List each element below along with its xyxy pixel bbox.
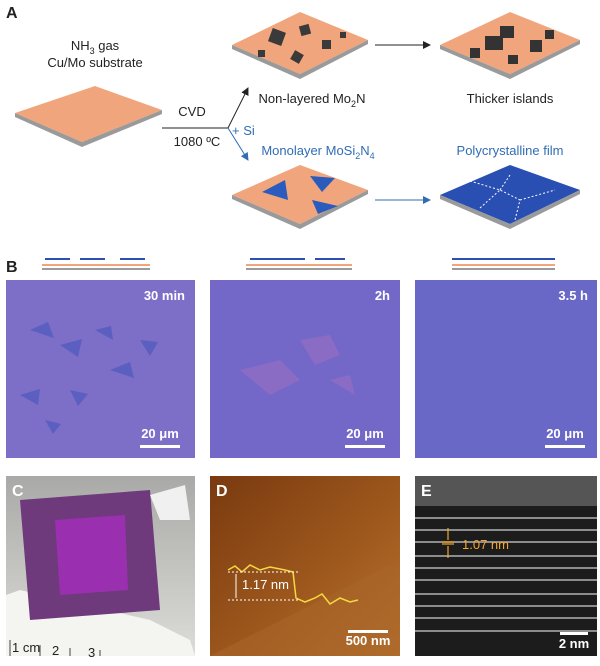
shape xyxy=(232,40,368,79)
substrate-islands xyxy=(232,12,368,79)
shape xyxy=(310,176,335,192)
shape xyxy=(545,30,554,39)
ruler-label: 3 xyxy=(88,645,95,660)
text-part: N xyxy=(356,91,365,106)
panel-label: D xyxy=(216,483,228,500)
text-part: Monolayer MoSi xyxy=(261,143,355,158)
shape xyxy=(500,26,514,38)
micrograph xyxy=(6,280,195,458)
shape xyxy=(485,36,503,50)
scale-label: 2 nm xyxy=(559,636,589,651)
scale-bar xyxy=(560,632,588,635)
shape xyxy=(240,335,355,395)
scale-bar xyxy=(348,630,388,633)
micrograph xyxy=(415,280,597,458)
scale-label: 500 nm xyxy=(346,633,391,648)
ruler-label: 1 cm xyxy=(12,640,40,655)
text-part: NH xyxy=(71,38,90,53)
photo xyxy=(6,476,195,656)
substrate-label: Cu/Mo substrate xyxy=(47,55,142,70)
shape xyxy=(232,165,368,224)
shape xyxy=(258,50,265,57)
shape xyxy=(15,110,162,147)
text-part: 2 xyxy=(351,99,356,109)
scale-bar xyxy=(140,445,180,448)
shape xyxy=(440,165,580,224)
height-label: 1.17 nm xyxy=(242,577,289,592)
shape xyxy=(15,86,162,142)
substrate-triangles xyxy=(232,165,368,229)
shape xyxy=(268,28,286,46)
shape xyxy=(150,485,190,520)
shape xyxy=(298,23,312,37)
substrate-thick-islands xyxy=(440,12,580,79)
text-part: 4 xyxy=(370,151,375,161)
product-label: Monolayer MoSi2N4 xyxy=(261,143,374,161)
shape xyxy=(340,32,346,38)
panel-label: A xyxy=(6,5,18,22)
result-label: Thicker islands xyxy=(467,91,554,106)
panel-label: E xyxy=(421,483,432,500)
shape xyxy=(55,515,128,595)
panel-label: B xyxy=(6,259,18,276)
shape xyxy=(508,55,518,64)
si-label: + Si xyxy=(232,123,255,138)
micrograph xyxy=(210,280,400,458)
arrow xyxy=(227,127,249,161)
shape xyxy=(227,564,359,605)
shape xyxy=(232,190,368,229)
product-label: Non-layered Mo2N xyxy=(259,91,366,109)
ruler-label: 2 xyxy=(52,643,59,658)
shape xyxy=(415,476,597,506)
scale-label: 20 μm xyxy=(546,426,584,441)
cvd-label: CVD xyxy=(178,104,205,119)
substrate-film xyxy=(440,165,580,229)
shape xyxy=(440,40,580,79)
arrow xyxy=(227,87,249,129)
time-label: 3.5 h xyxy=(558,288,588,303)
tem-image xyxy=(415,476,597,656)
spacing-label: 1.07 nm xyxy=(462,537,509,552)
shape xyxy=(415,517,597,632)
text-part: N xyxy=(360,143,369,158)
shape xyxy=(290,50,304,64)
substrate xyxy=(15,86,162,147)
scale-label: 20 μm xyxy=(141,426,179,441)
gas-label: NH3 gas xyxy=(71,38,120,56)
afm-image xyxy=(210,476,400,656)
shape xyxy=(312,200,338,214)
time-label: 2h xyxy=(375,288,390,303)
text-part: Non-layered Mo xyxy=(259,91,352,106)
result-label: Polycrystalline film xyxy=(457,143,564,158)
shape xyxy=(440,190,580,229)
scale-label: 20 μm xyxy=(346,426,384,441)
schematic xyxy=(42,258,555,270)
shape xyxy=(322,40,331,49)
scale-bar xyxy=(345,445,385,448)
shape xyxy=(232,12,368,74)
temperature-label: 1080 ºC xyxy=(174,134,221,149)
shape xyxy=(530,40,542,52)
text-part: gas xyxy=(95,38,120,53)
shape xyxy=(470,48,480,58)
shape xyxy=(6,280,195,458)
text-part: 2 xyxy=(355,151,360,161)
panel-label: C xyxy=(12,483,24,500)
shape xyxy=(210,280,400,458)
text-part: 3 xyxy=(90,46,95,56)
shape xyxy=(9,640,101,656)
shape xyxy=(440,12,580,74)
shape xyxy=(469,174,556,221)
scale-bar xyxy=(545,445,585,448)
shape xyxy=(442,528,454,558)
shape xyxy=(262,180,288,200)
time-label: 30 min xyxy=(144,288,185,303)
